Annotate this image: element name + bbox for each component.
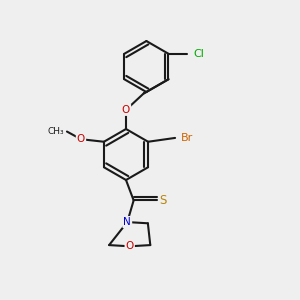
Text: O: O <box>126 241 134 251</box>
Text: S: S <box>160 194 167 207</box>
Text: Br: Br <box>181 133 193 143</box>
Text: N: N <box>123 217 131 227</box>
Text: Cl: Cl <box>194 49 204 59</box>
Text: O: O <box>77 134 85 144</box>
Text: CH₃: CH₃ <box>48 127 64 136</box>
Text: O: O <box>122 105 130 115</box>
